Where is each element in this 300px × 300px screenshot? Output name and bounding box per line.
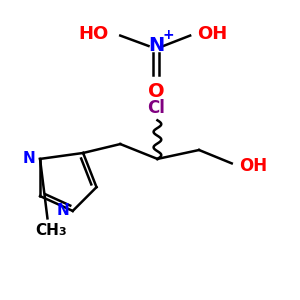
Text: N: N	[56, 203, 69, 218]
Text: N: N	[148, 37, 164, 56]
Text: N: N	[23, 152, 36, 166]
Text: Cl: Cl	[147, 99, 165, 117]
Text: 3: 3	[58, 227, 65, 237]
Text: O: O	[148, 82, 164, 100]
Text: OH: OH	[198, 25, 228, 43]
Text: OH: OH	[239, 157, 267, 175]
Text: +: +	[162, 28, 174, 42]
Text: HO: HO	[78, 25, 108, 43]
Text: CH: CH	[35, 223, 59, 238]
